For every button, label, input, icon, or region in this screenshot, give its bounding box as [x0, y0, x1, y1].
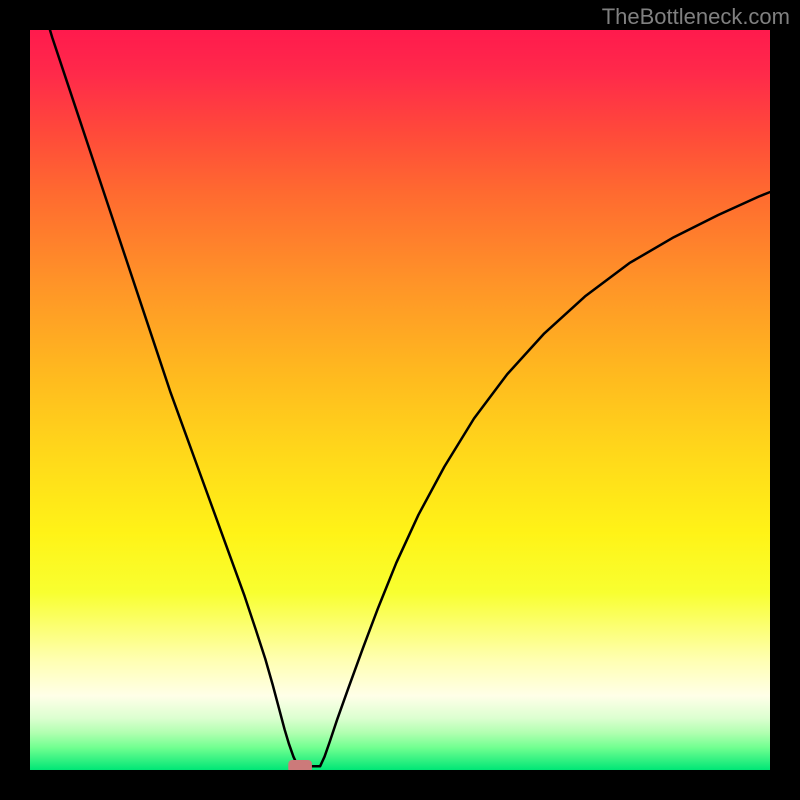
plot-area [30, 30, 770, 770]
bottleneck-chart: TheBottleneck.com [0, 0, 800, 800]
chart-svg [30, 30, 770, 770]
gradient-background [30, 30, 770, 770]
minimum-marker [288, 760, 312, 770]
watermark-text: TheBottleneck.com [602, 4, 790, 30]
